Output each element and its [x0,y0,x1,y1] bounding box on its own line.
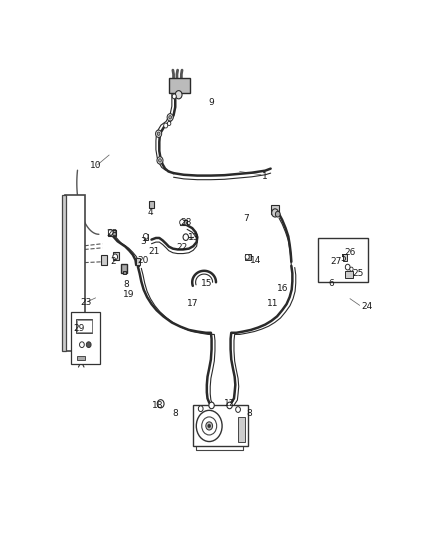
Text: 11: 11 [267,299,279,308]
Circle shape [80,342,84,348]
Circle shape [350,267,353,271]
Text: 2: 2 [110,257,116,266]
Bar [149,201,154,208]
Circle shape [169,116,172,119]
Text: 27: 27 [330,257,342,266]
Circle shape [227,402,232,409]
Bar [193,406,247,446]
Text: 16: 16 [277,284,288,293]
Bar [76,319,92,333]
Bar [77,356,85,360]
Text: 12: 12 [224,399,235,408]
Circle shape [167,122,171,126]
Circle shape [345,264,350,270]
Text: 7: 7 [244,214,249,223]
Bar [62,195,66,351]
Bar [343,254,347,261]
Circle shape [209,402,214,409]
Text: 28: 28 [106,229,118,238]
Circle shape [175,91,182,99]
Text: 28: 28 [180,218,192,227]
Circle shape [159,159,161,162]
Circle shape [164,123,168,128]
Circle shape [245,254,249,260]
Bar [77,320,92,332]
Circle shape [143,233,148,239]
Bar [113,252,119,260]
Circle shape [167,114,173,121]
Bar [144,234,148,240]
Circle shape [196,410,222,441]
Text: 24: 24 [361,302,372,311]
Bar [180,220,187,225]
Text: 3: 3 [140,237,146,246]
Text: 5: 5 [341,254,346,263]
Circle shape [208,424,211,427]
Text: 22: 22 [176,243,187,252]
Text: 8: 8 [173,409,178,418]
Bar [238,417,245,441]
Circle shape [155,130,162,138]
Circle shape [236,407,240,413]
Text: 26: 26 [345,248,356,257]
Bar [101,255,107,265]
Bar [345,271,353,278]
Text: 19: 19 [123,290,134,299]
Circle shape [157,400,164,408]
Circle shape [108,229,113,235]
Circle shape [180,220,184,225]
Circle shape [202,417,217,435]
Text: 23: 23 [81,298,92,308]
Text: 6: 6 [328,279,334,288]
Text: 8: 8 [124,280,129,289]
Circle shape [198,406,203,411]
Text: 4: 4 [147,208,153,217]
Text: 17: 17 [187,299,198,308]
Bar [65,195,85,351]
Circle shape [206,422,212,430]
Circle shape [272,209,279,217]
Text: 15: 15 [201,279,212,288]
Bar [121,264,127,273]
Circle shape [183,234,188,240]
Bar [271,205,279,214]
Circle shape [113,254,117,260]
Text: 18: 18 [152,401,163,410]
Circle shape [276,211,280,217]
Text: 1: 1 [262,172,268,181]
Bar [135,259,140,265]
Bar [318,238,368,282]
Text: 8: 8 [247,409,252,418]
Circle shape [157,157,163,164]
Text: 29: 29 [73,324,85,333]
Bar [71,312,100,364]
Text: 14: 14 [250,256,261,265]
Bar [123,271,126,274]
Circle shape [172,94,176,99]
Bar [108,230,116,236]
Bar [169,78,190,93]
Circle shape [86,342,91,348]
Text: 10: 10 [90,161,102,170]
Text: 13: 13 [188,232,200,241]
Bar [245,254,251,260]
Circle shape [157,132,160,135]
Text: 9: 9 [208,98,214,107]
Text: 20: 20 [137,256,148,265]
Text: 25: 25 [353,269,364,278]
Text: 21: 21 [148,247,159,256]
